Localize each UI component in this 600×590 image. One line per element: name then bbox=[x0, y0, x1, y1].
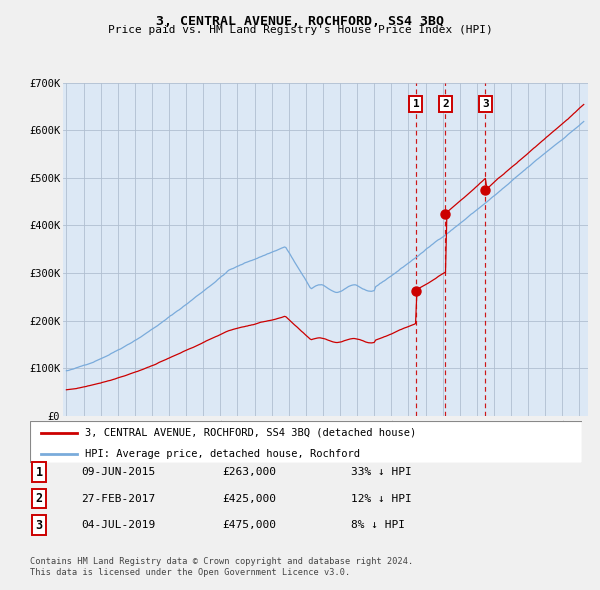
Text: Contains HM Land Registry data © Crown copyright and database right 2024.: Contains HM Land Registry data © Crown c… bbox=[30, 558, 413, 566]
Text: 04-JUL-2019: 04-JUL-2019 bbox=[81, 520, 155, 530]
Text: £475,000: £475,000 bbox=[222, 520, 276, 530]
Text: 2: 2 bbox=[442, 99, 449, 109]
Text: 1: 1 bbox=[35, 466, 43, 478]
Text: £263,000: £263,000 bbox=[222, 467, 276, 477]
Text: This data is licensed under the Open Government Licence v3.0.: This data is licensed under the Open Gov… bbox=[30, 568, 350, 577]
Text: Price paid vs. HM Land Registry's House Price Index (HPI): Price paid vs. HM Land Registry's House … bbox=[107, 25, 493, 35]
Text: 33% ↓ HPI: 33% ↓ HPI bbox=[351, 467, 412, 477]
FancyBboxPatch shape bbox=[30, 421, 582, 463]
Text: 12% ↓ HPI: 12% ↓ HPI bbox=[351, 494, 412, 503]
Text: 8% ↓ HPI: 8% ↓ HPI bbox=[351, 520, 405, 530]
Text: 2: 2 bbox=[35, 492, 43, 505]
Text: 3: 3 bbox=[482, 99, 489, 109]
Text: 3, CENTRAL AVENUE, ROCHFORD, SS4 3BQ: 3, CENTRAL AVENUE, ROCHFORD, SS4 3BQ bbox=[156, 15, 444, 28]
Text: 3: 3 bbox=[35, 519, 43, 532]
Text: 09-JUN-2015: 09-JUN-2015 bbox=[81, 467, 155, 477]
Text: 3, CENTRAL AVENUE, ROCHFORD, SS4 3BQ (detached house): 3, CENTRAL AVENUE, ROCHFORD, SS4 3BQ (de… bbox=[85, 428, 416, 438]
Text: £425,000: £425,000 bbox=[222, 494, 276, 503]
Text: HPI: Average price, detached house, Rochford: HPI: Average price, detached house, Roch… bbox=[85, 449, 360, 459]
Text: 1: 1 bbox=[413, 99, 419, 109]
Text: 27-FEB-2017: 27-FEB-2017 bbox=[81, 494, 155, 503]
